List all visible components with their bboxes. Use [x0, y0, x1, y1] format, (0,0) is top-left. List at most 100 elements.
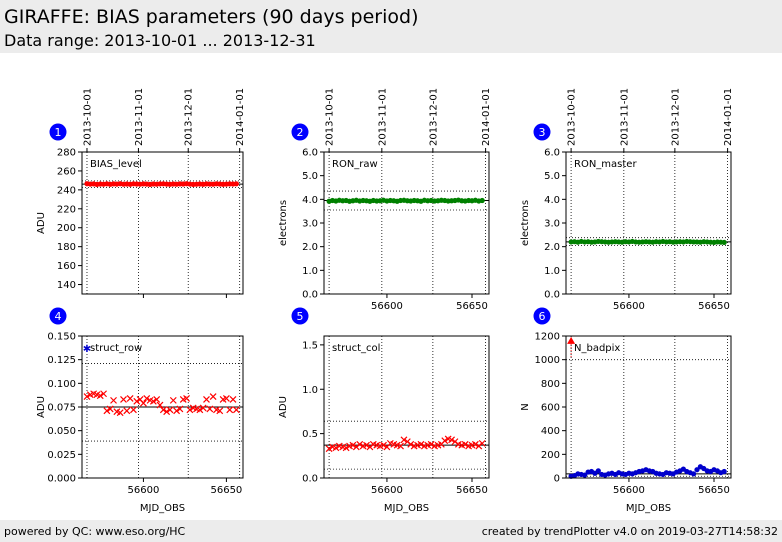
data-point	[106, 405, 114, 413]
data-point	[83, 393, 91, 401]
data-point	[173, 407, 181, 415]
data-point	[448, 436, 456, 444]
panel-number: 5	[297, 310, 304, 323]
chart-panel-3: 0.0 1.0 2.0 3.0 4.0 5.0 6.0 56600 56650 2013-10-0…	[520, 88, 734, 312]
y-tick-label: 3.0	[302, 219, 318, 230]
chart-panel-4: ✱ 0.000 0.025 0.050 0.075 0.100 0.125 0.150 5660…	[36, 307, 244, 514]
data-point	[342, 444, 350, 452]
y-tick-label: 280	[57, 148, 76, 159]
data-point	[407, 440, 415, 448]
data-point	[325, 445, 333, 453]
data-point	[203, 396, 210, 403]
data-point	[595, 468, 601, 474]
page-subtitle: Data range: 2013-10-01 ... 2013-12-31	[4, 31, 316, 50]
top-date-label: 2013-12-01	[670, 88, 681, 146]
panel-number: 6	[539, 310, 546, 323]
y-tick-label: 2.0	[544, 242, 560, 253]
top-date-label: 2013-10-01	[325, 88, 336, 146]
chart-panel-1: 140 160 180 200 220 240 260 280 2013-10-01 2013-1…	[36, 88, 246, 298]
panel-label: RON_raw	[332, 159, 378, 170]
data-point	[567, 336, 576, 344]
y-tick-label: 0.050	[47, 426, 76, 437]
y-tick-label: 2.0	[302, 242, 318, 253]
top-date-label: 2014-01-01	[235, 88, 246, 146]
data-point	[159, 406, 167, 414]
panel-label: N_badpix	[574, 343, 620, 354]
data-series-1	[83, 390, 240, 417]
data-point	[441, 437, 449, 445]
data-point	[363, 441, 370, 449]
data-point	[100, 390, 108, 398]
y-tick-label: 1200	[535, 332, 560, 343]
y-axis-label: ADU	[36, 212, 47, 234]
data-point	[471, 440, 479, 448]
data-point	[233, 181, 239, 187]
panel-label: RON_master	[574, 159, 637, 170]
plot-frame	[81, 151, 244, 295]
y-tick-label: 1.0	[544, 266, 560, 277]
data-point	[169, 396, 177, 404]
y-tick-label: 0.0	[544, 290, 560, 301]
footer-created: created by trendPlotter v4.0 on 2019-03-…	[481, 525, 778, 538]
footer-credit: powered by QC: www.eso.org/HC	[4, 525, 186, 538]
y-tick-label: 1.0	[302, 266, 318, 277]
data-series-1	[325, 435, 486, 453]
data-point	[206, 405, 214, 413]
data-series-1	[568, 238, 727, 246]
y-tick-label: 0	[554, 474, 560, 485]
y-tick-label: 0.025	[47, 450, 76, 461]
data-point	[461, 440, 469, 448]
panel-label: BIAS_level	[90, 159, 142, 170]
y-tick-label: 400	[541, 426, 560, 437]
y-axis-label: N	[520, 403, 531, 410]
data-point	[417, 440, 425, 448]
data-point	[397, 442, 404, 450]
top-date-label: 2013-12-01	[428, 88, 439, 146]
y-tick-label: 600	[541, 403, 560, 414]
y-axis-label: ADU	[36, 396, 47, 418]
data-point	[143, 395, 151, 402]
top-date-label: 2013-11-01	[619, 88, 630, 146]
data-point	[110, 396, 117, 404]
data-point	[126, 395, 134, 402]
y-tick-label: 240	[57, 185, 76, 196]
x-tick-label: 56600	[613, 301, 645, 312]
top-date-label: 2013-11-01	[377, 88, 388, 146]
data-point	[582, 472, 588, 478]
data-point	[176, 405, 184, 413]
chart-panel-6: 0 200 400 600 800 1000 1200 56600 56650 N MJD_OBS N…	[520, 307, 732, 514]
y-tick-label: 6.0	[544, 148, 560, 159]
x-axis-label: MJD_OBS	[384, 503, 429, 514]
data-point	[133, 397, 141, 405]
panel-label: struct_row	[90, 343, 142, 354]
data-series-2: ✱	[83, 344, 91, 355]
top-date-label: 2014-01-01	[481, 88, 492, 146]
y-tick-label: 0.150	[47, 332, 76, 343]
panel-number-badge	[533, 123, 551, 141]
y-tick-label: 4.0	[544, 195, 560, 206]
y-tick-label: 0.125	[47, 355, 76, 366]
y-tick-label: 800	[541, 379, 560, 390]
y-tick-label: 6.0	[302, 148, 318, 159]
data-point	[478, 439, 486, 447]
data-point	[216, 407, 224, 415]
data-point	[153, 396, 161, 403]
y-tick-label: 260	[57, 166, 76, 177]
data-point	[229, 396, 237, 403]
data-series-1	[326, 197, 485, 204]
panel-number: 2	[297, 126, 304, 139]
panel-number: 4	[55, 310, 62, 323]
data-point	[156, 401, 164, 409]
top-date-label: 2013-10-01	[567, 88, 578, 146]
data-point	[186, 406, 194, 414]
data-point	[163, 408, 171, 416]
data-point	[166, 406, 174, 414]
x-tick-label: 56600	[371, 301, 403, 312]
data-series-1	[568, 464, 727, 479]
y-axis-label: electrons	[278, 200, 289, 246]
data-point	[116, 409, 124, 417]
panel-number-badge	[49, 307, 67, 325]
data-point	[690, 471, 697, 477]
y-tick-label: 0.5	[302, 429, 318, 440]
panel-number-badge	[49, 123, 67, 141]
